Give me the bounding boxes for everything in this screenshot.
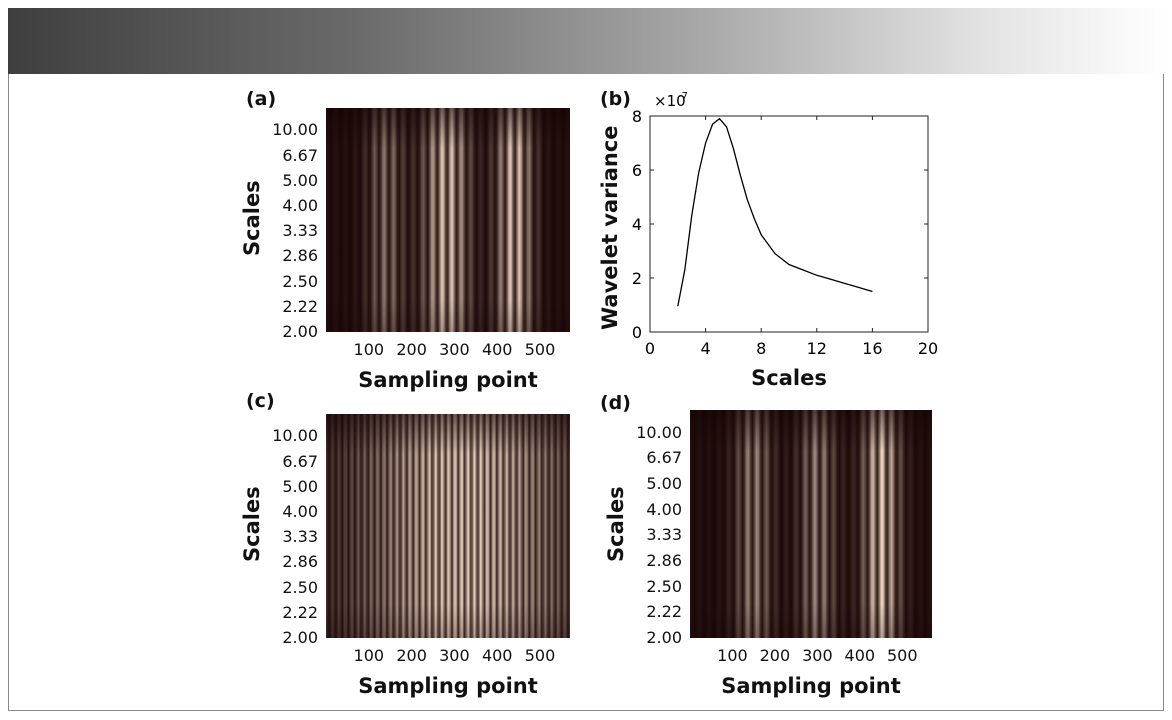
ylabel-d: Scales (604, 486, 628, 562)
xlabel-a: Sampling point (358, 368, 538, 392)
xtick-d: 100 (717, 646, 748, 665)
ytick-d: 2.50 (646, 576, 682, 596)
xtick-a: 500 (524, 340, 556, 359)
xtick-a: 400 (481, 340, 513, 359)
xtick-b: 12 (807, 339, 827, 358)
ytick-c: 4.00 (282, 502, 318, 521)
figure-frame (8, 74, 1164, 711)
xtick-a: 300 (439, 340, 470, 359)
xlabel-d: Sampling point (721, 674, 901, 698)
ytick-b: 0 (632, 323, 642, 342)
ytick-c: 2.22 (282, 602, 318, 622)
xtick-c: 400 (481, 646, 513, 665)
ytick-b: 8 (632, 107, 642, 126)
xtick-d: 500 (886, 646, 918, 665)
xtick-c: 300 (439, 646, 470, 665)
xtick-c: 500 (524, 646, 556, 665)
ytick-d: 10.00 (636, 422, 682, 442)
heatmap-d (690, 410, 932, 638)
xtick-b: 16 (862, 339, 882, 358)
xlabel-b: Scales (751, 366, 827, 390)
plot-box-b (649, 115, 929, 333)
ytick-d: 2.00 (646, 628, 682, 647)
panel-label-d: (d) (600, 392, 631, 414)
series-line-b (677, 117, 873, 307)
ytick-c: 2.86 (282, 552, 318, 572)
xtick-a: 200 (396, 340, 427, 359)
ytick-c: 2.50 (282, 577, 318, 597)
ytick-d: 6.67 (646, 448, 682, 468)
heatmap-d-fill (690, 410, 932, 638)
xtick-d: 300 (802, 646, 833, 665)
exponent-power-b: -7 (678, 91, 688, 102)
ytick-c: 3.33 (282, 527, 318, 547)
ytick-c: 10.00 (272, 426, 318, 446)
ytick-a: 2.00 (282, 322, 318, 341)
xtick-b: 4 (701, 339, 711, 358)
ytick-a: 5.00 (282, 170, 318, 190)
ytick-d: 4.00 (646, 499, 682, 519)
ytick-b: 4 (632, 215, 642, 234)
xtick-c: 100 (353, 646, 385, 665)
ylabel-b: Wavelet variance (598, 125, 622, 330)
ytick-d: 3.33 (646, 525, 682, 545)
xtick-d: 200 (759, 646, 791, 665)
heatmap-c-fill (326, 414, 570, 638)
ytick-c: 6.67 (282, 451, 318, 471)
panel-label-a: (a) (246, 88, 277, 110)
header-band (8, 8, 1164, 74)
xtick-a: 100 (353, 340, 385, 359)
ytick-b: 6 (632, 161, 642, 180)
ytick-a: 3.33 (282, 221, 318, 241)
ytick-c: 2.00 (282, 628, 318, 647)
ytick-a: 2.22 (282, 296, 318, 316)
ytick-d: 5.00 (646, 474, 682, 494)
ytick-a: 10.00 (272, 120, 318, 140)
xlabel-c: Sampling point (358, 674, 538, 698)
exponent-label-b: ×10 (654, 92, 686, 110)
ytick-d: 2.22 (646, 602, 682, 622)
ytick-a: 6.67 (282, 145, 318, 165)
heatmap-a (326, 108, 570, 332)
xtick-b: 0 (645, 339, 655, 358)
ytick-d: 2.86 (646, 551, 682, 571)
xtick-b: 20 (918, 339, 938, 358)
ytick-a: 4.00 (282, 196, 318, 215)
ytick-c: 5.00 (282, 476, 318, 496)
ylabel-c: Scales (240, 486, 264, 562)
panel-label-b: (b) (600, 88, 631, 110)
ytick-a: 2.50 (282, 271, 318, 291)
ytick-b: 2 (632, 269, 642, 288)
heatmap-a-fill (326, 108, 570, 332)
xtick-b: 8 (756, 339, 766, 358)
line-chart-b: 0 4 8 12 16 20 0 2 4 6 8 ×10-7 (632, 91, 938, 358)
panel-label-c: (c) (246, 390, 275, 412)
xtick-d: 400 (844, 646, 876, 665)
ylabel-a: Scales (240, 180, 264, 256)
heatmap-c (326, 414, 570, 638)
xtick-c: 200 (396, 646, 427, 665)
ytick-a: 2.86 (282, 246, 318, 266)
